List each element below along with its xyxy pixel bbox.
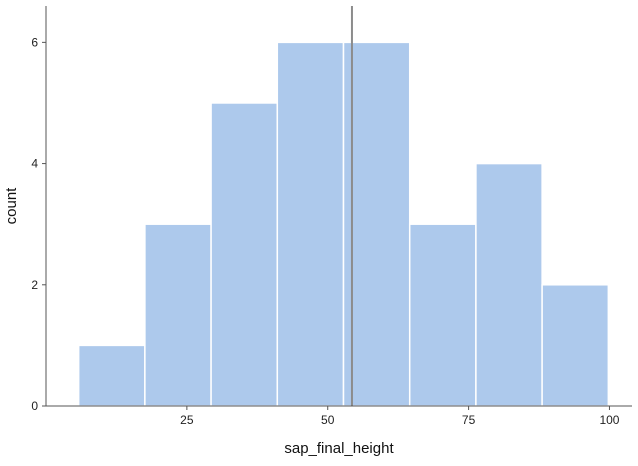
x-tick-label: 25 [180, 413, 194, 427]
histogram-bar-3 [210, 102, 279, 407]
histogram-bar-1 [77, 344, 146, 407]
histogram-bar-6 [408, 223, 477, 407]
y-ticks-group: 0 2 4 6 [31, 35, 46, 413]
x-tick-label: 50 [321, 413, 335, 427]
histogram-bar-8 [541, 284, 610, 407]
histogram-bar-5 [342, 41, 411, 407]
bars-group [77, 41, 610, 407]
x-tick-label: 100 [599, 413, 619, 427]
y-tick-label: 2 [31, 278, 38, 292]
x-ticks-group: 25 50 75 100 [180, 406, 620, 427]
histogram-bar-2 [144, 223, 212, 407]
y-tick-label: 4 [31, 157, 38, 171]
x-axis-title: sap_final_height [284, 440, 394, 457]
histogram-bar-4 [276, 41, 345, 407]
x-tick-label: 75 [462, 413, 476, 427]
y-tick-label: 6 [31, 35, 38, 49]
histogram-bar-7 [475, 162, 543, 407]
y-axis-title: count [3, 187, 20, 225]
y-tick-label: 0 [31, 399, 38, 413]
